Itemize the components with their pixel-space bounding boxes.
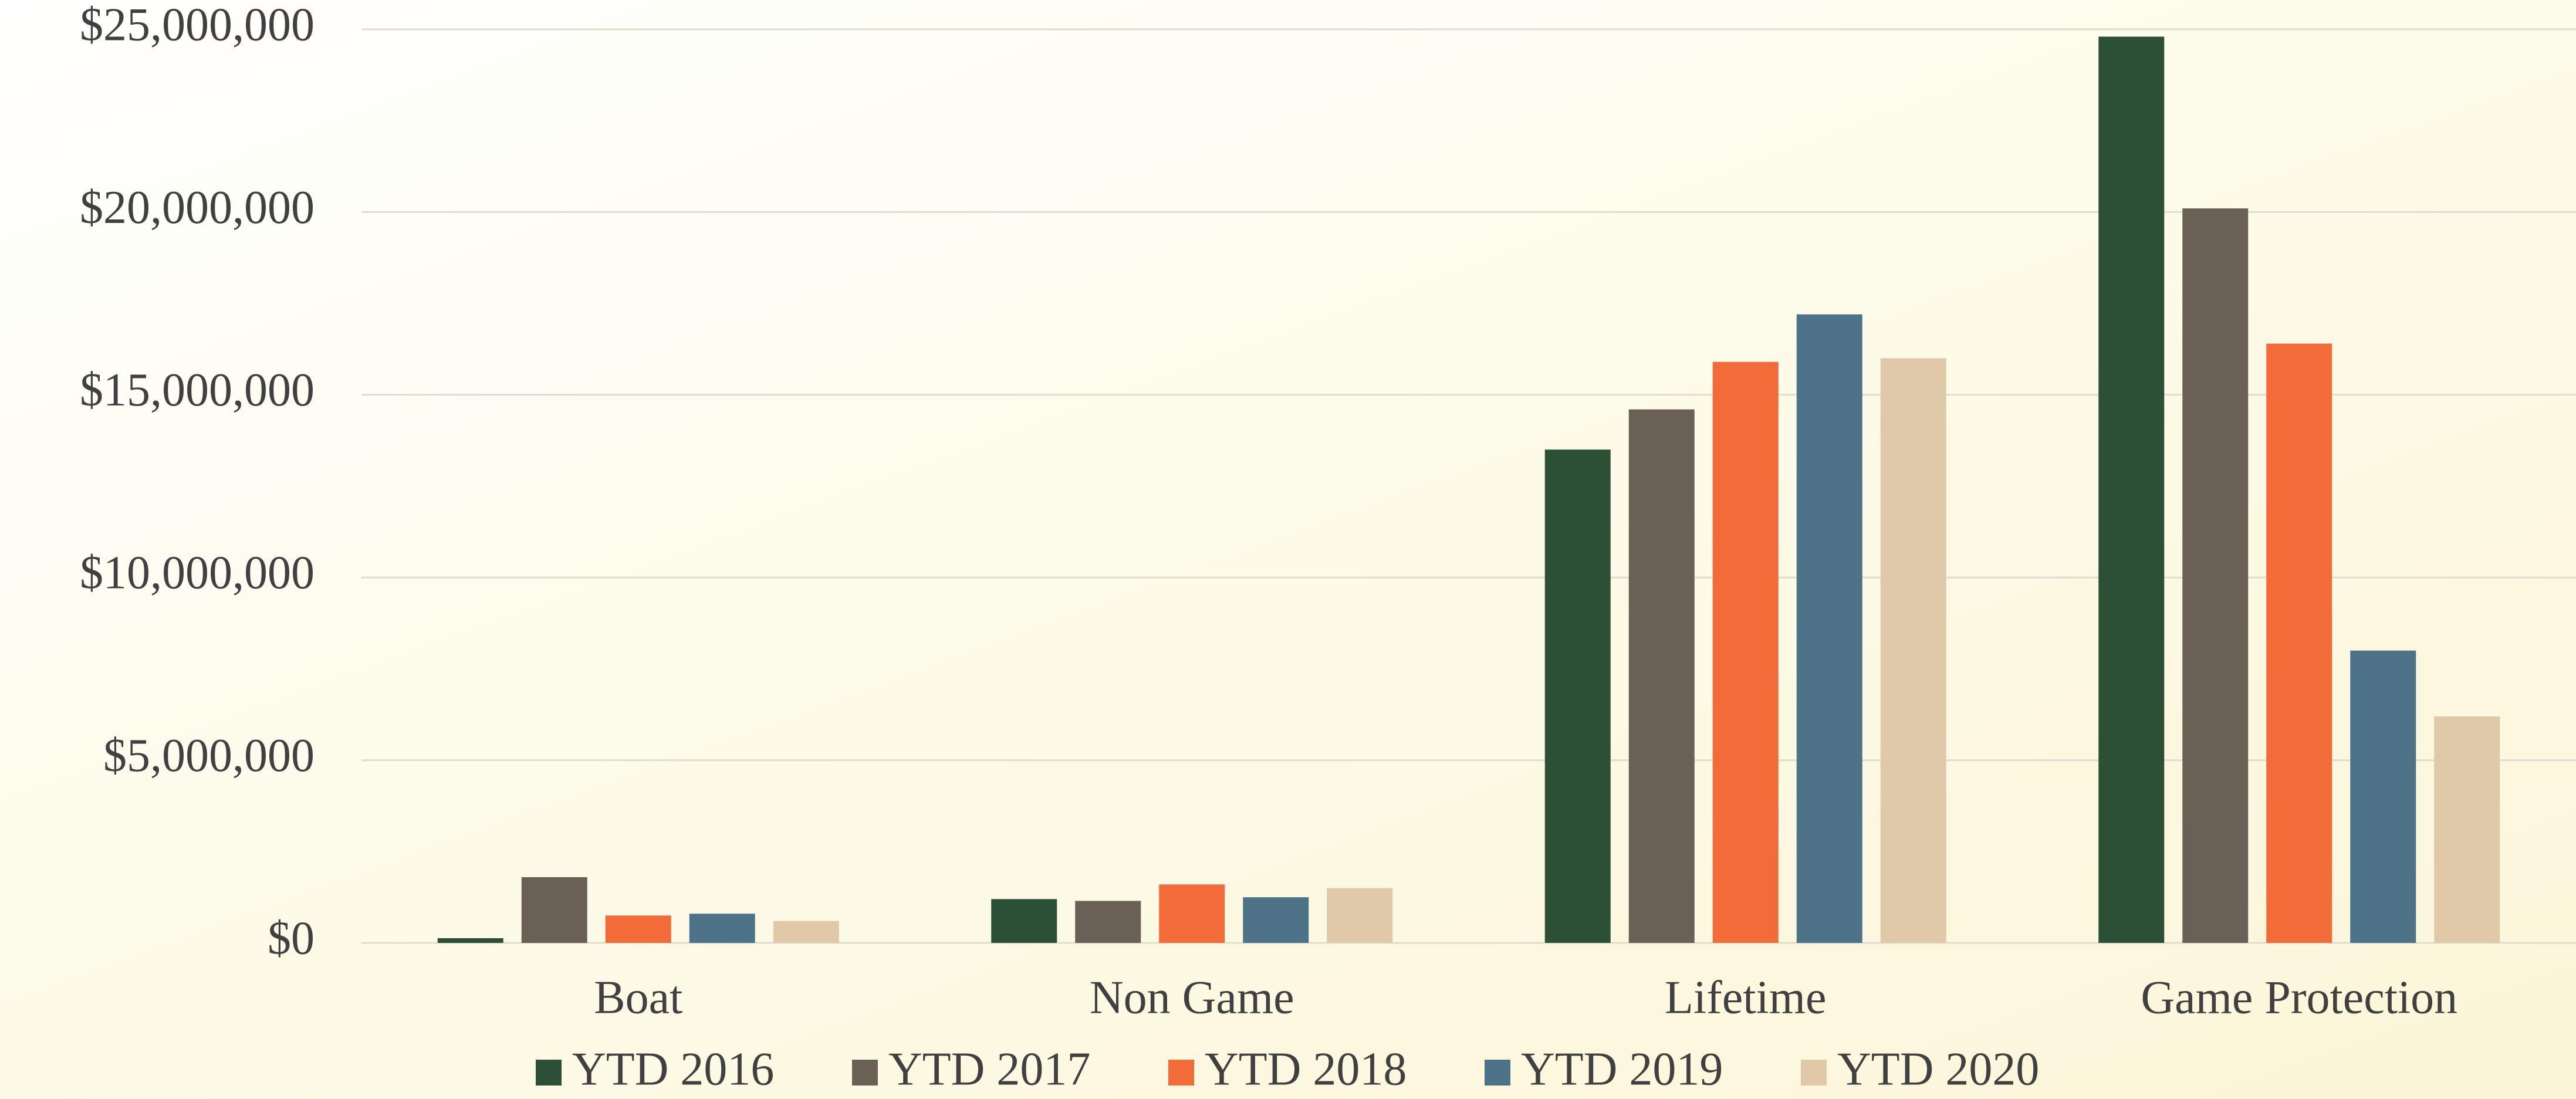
bar bbox=[605, 915, 671, 943]
x-tick-label: Lifetime bbox=[1665, 972, 1826, 1023]
legend-swatch bbox=[536, 1060, 562, 1086]
x-tick-label: Game Protection bbox=[2141, 972, 2457, 1023]
legend-swatch bbox=[852, 1060, 878, 1086]
bar bbox=[2266, 343, 2332, 943]
bar bbox=[437, 938, 503, 943]
y-tick-label: $15,000,000 bbox=[80, 364, 315, 416]
bar bbox=[991, 899, 1057, 943]
bar bbox=[1796, 314, 1862, 944]
bar bbox=[1628, 409, 1695, 943]
bar bbox=[1243, 897, 1309, 943]
x-tick-label: Boat bbox=[594, 972, 682, 1023]
legend-label: YTD 2018 bbox=[1205, 1043, 1407, 1095]
bar bbox=[689, 914, 755, 943]
bar bbox=[1880, 358, 1946, 943]
bar bbox=[2434, 716, 2500, 943]
legend-swatch bbox=[1485, 1060, 1510, 1086]
y-tick-label: $25,000,000 bbox=[80, 0, 315, 50]
y-tick-label: $20,000,000 bbox=[80, 182, 315, 234]
bar bbox=[773, 921, 839, 943]
legend-label: YTD 2020 bbox=[1837, 1043, 2039, 1095]
bar bbox=[1327, 888, 1393, 943]
bar bbox=[2182, 208, 2249, 943]
bar bbox=[1075, 901, 1141, 943]
legend-swatch bbox=[1801, 1060, 1827, 1086]
bar bbox=[1712, 361, 1779, 943]
bar bbox=[2098, 36, 2165, 943]
y-tick-label: $0 bbox=[268, 912, 315, 964]
legend-swatch bbox=[1168, 1060, 1194, 1086]
y-tick-label: $10,000,000 bbox=[80, 547, 315, 599]
x-tick-label: Non Game bbox=[1090, 972, 1294, 1023]
legend-label: YTD 2017 bbox=[888, 1043, 1090, 1095]
legend-label: YTD 2016 bbox=[572, 1043, 774, 1095]
legend-label: YTD 2019 bbox=[1521, 1043, 1723, 1095]
bar bbox=[521, 877, 587, 943]
bar bbox=[1159, 884, 1225, 943]
bar bbox=[1544, 449, 1611, 943]
bar bbox=[2350, 650, 2416, 943]
y-tick-label: $5,000,000 bbox=[103, 730, 315, 782]
